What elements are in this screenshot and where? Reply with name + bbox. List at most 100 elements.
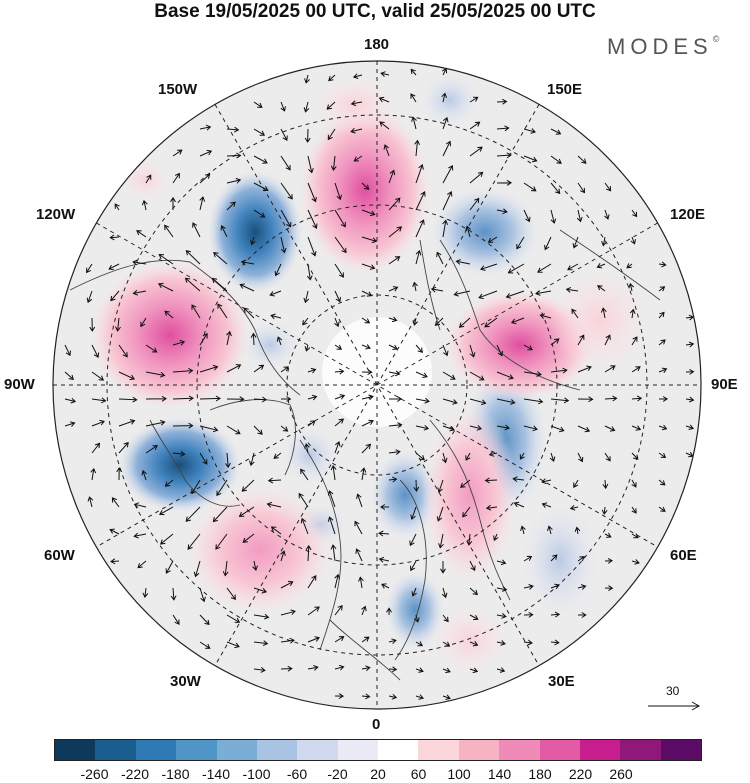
wind-vector [410, 506, 417, 520]
wind-vector [191, 479, 201, 495]
wind-vector [226, 641, 240, 649]
wind-vector [513, 501, 525, 508]
wind-vector [523, 611, 534, 618]
wind-vector [87, 496, 94, 508]
wind-vector [631, 336, 638, 346]
wind-vector [280, 155, 291, 171]
wind-vector [496, 152, 512, 159]
wind-vector [550, 583, 560, 590]
wind-vector [250, 332, 257, 346]
wind-vector [185, 250, 201, 265]
wind-vector [111, 497, 120, 508]
wind-vector [361, 344, 371, 350]
wind-vector [280, 609, 296, 616]
wind-vector [523, 371, 542, 377]
wind-vector [550, 639, 560, 646]
wind-vector [114, 203, 120, 211]
wind-vector [91, 344, 100, 359]
wind-vector [170, 196, 176, 210]
wind-vector [355, 548, 363, 562]
wind-vector [187, 533, 201, 550]
wind-vector [213, 251, 228, 265]
wind-vector [298, 492, 309, 508]
negative-anomaly [430, 187, 540, 277]
wind-vector [388, 286, 399, 292]
wind-vector [379, 121, 390, 130]
wind-vector [86, 290, 93, 304]
wind-vector [217, 303, 228, 319]
wind-vector [306, 263, 313, 281]
wind-vector [415, 694, 425, 700]
wind-vector [604, 585, 614, 592]
wind-vector [216, 479, 228, 497]
wind-vector [631, 479, 637, 488]
wind-vector [577, 155, 587, 164]
wind-vector [334, 418, 345, 427]
lon-label-90w: 90W [4, 376, 35, 393]
wind-vector [280, 101, 286, 112]
wind-vector [442, 116, 449, 130]
wind-vector [516, 236, 525, 250]
wind-vector [352, 73, 363, 79]
positive-anomaly [185, 485, 335, 615]
wind-vector [487, 236, 498, 243]
wind-vector [469, 344, 476, 358]
wind-vector [388, 638, 397, 645]
wind-vector [90, 467, 97, 481]
lon-label-120e: 120E [670, 206, 706, 223]
wind-vector [569, 504, 579, 511]
negative-anomaly [118, 417, 242, 513]
wind-vector [118, 396, 138, 403]
map-title: Base 19/05/2025 00 UTC, valid 25/05/2025… [154, 1, 596, 22]
wind-vector [172, 395, 194, 402]
wind-vector [413, 479, 420, 493]
wind-vector [496, 371, 514, 380]
wind-vector [253, 101, 263, 108]
wind-vector [597, 285, 606, 292]
lon-label-30w: 30W [170, 673, 201, 690]
negative-anomaly [240, 320, 300, 370]
wind-vector [280, 128, 288, 142]
wind-vector [577, 425, 591, 433]
wind-vector [631, 366, 641, 373]
colorbar-tick-label: 220 [568, 766, 593, 782]
lon-label-0: 0 [372, 716, 381, 733]
wind-vector [658, 261, 667, 268]
colorbar-cell [499, 740, 540, 760]
wind-vector [141, 469, 147, 481]
wind-vector [215, 533, 228, 550]
wind-vector [118, 344, 128, 358]
wind-vector [330, 464, 337, 481]
wind-vector [327, 516, 336, 535]
wind-vector [307, 665, 319, 671]
wind-vector [523, 584, 534, 590]
wind-vector [628, 282, 635, 292]
wind-vector [388, 449, 401, 455]
wind-vector [91, 442, 101, 454]
wind-vector [281, 396, 292, 402]
wind-vector [544, 236, 552, 251]
wind-vector [496, 125, 510, 132]
colorbar-cell [660, 740, 701, 760]
wind-vector [226, 330, 232, 346]
wind-vector [145, 445, 158, 454]
wind-vector [361, 182, 370, 191]
wind-vector [381, 583, 390, 589]
wind-vector [484, 477, 498, 484]
negative-anomaly [370, 450, 440, 540]
wind-vector [253, 364, 265, 373]
colorbar-cell [256, 740, 298, 760]
wind-vector [274, 263, 282, 277]
wind-vector [199, 614, 210, 626]
wind-vector [415, 641, 424, 647]
wind-vector [307, 394, 318, 401]
wind-vector [334, 263, 344, 278]
lon-label-90e: 90E [711, 376, 738, 393]
wind-vector [496, 640, 506, 646]
wind-vector [280, 637, 295, 644]
wind-vector [577, 556, 585, 562]
negative-anomaly [420, 72, 480, 128]
wind-vector [304, 344, 311, 352]
wind-vector [496, 398, 516, 405]
wind-vector [658, 506, 666, 512]
